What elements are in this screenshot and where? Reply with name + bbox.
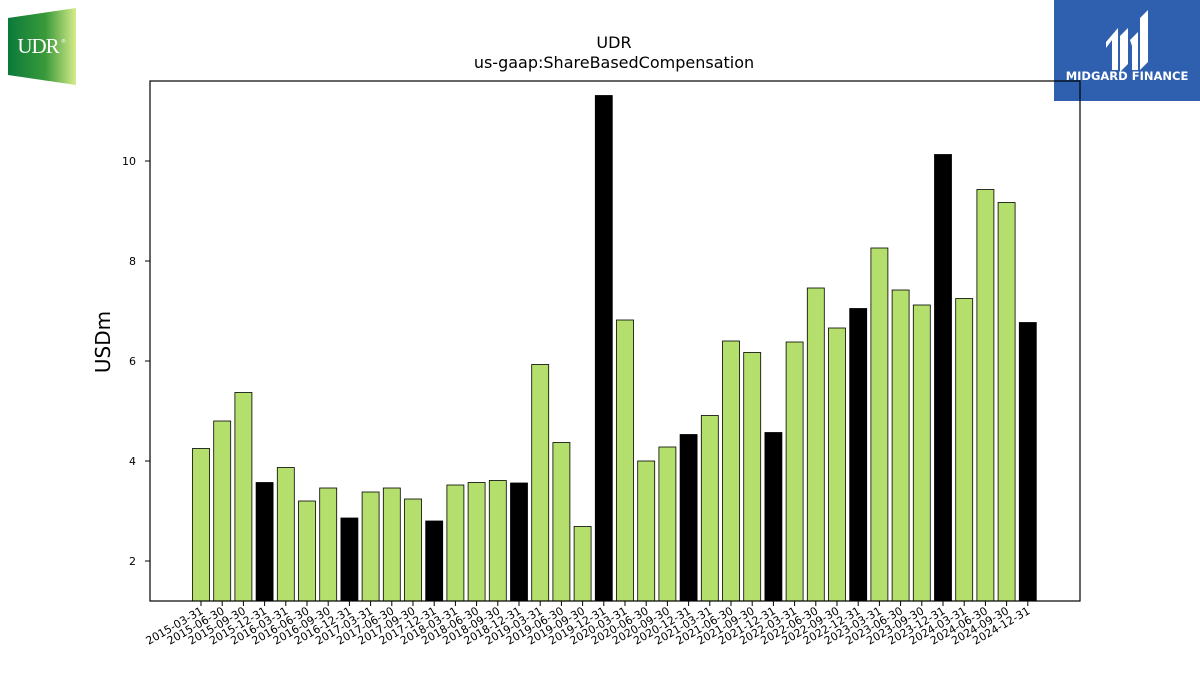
y-tick-label: 6	[129, 355, 136, 368]
chart-subtitle: us-gaap:ShareBasedCompensation	[474, 53, 754, 72]
bar-2019-06-30	[552, 442, 571, 602]
bar-2015-06-30	[213, 420, 232, 602]
bar-2017-09-30	[404, 498, 422, 602]
bar-2018-09-30	[488, 480, 507, 602]
bar-2019-03-31	[531, 364, 550, 602]
bars-group	[192, 95, 1037, 602]
bar-2024-06-30	[976, 189, 995, 602]
bar-2020-09-30	[658, 446, 677, 602]
plot-frame	[149, 80, 1081, 602]
bar-2017-12-31	[425, 520, 444, 602]
bar-2023-06-30	[891, 289, 910, 602]
svg-text:MIDGARD FINANCE: MIDGARD FINANCE	[1066, 69, 1189, 83]
svg-text:®: ®	[61, 38, 66, 45]
bar-2016-03-31	[276, 467, 295, 602]
y-tick-label: 10	[122, 155, 136, 168]
chart-title: UDR	[596, 33, 631, 52]
x-axis: 2015-03-312015-06-302015-09-302015-12-31…	[144, 601, 1032, 648]
bar-2016-12-31	[340, 517, 359, 602]
bar-2018-06-30	[467, 482, 486, 602]
bar-2024-09-30	[997, 202, 1016, 602]
y-axis-label: USDm	[91, 311, 115, 373]
bar-2022-12-31	[849, 308, 868, 602]
y-tick-label: 4	[129, 455, 136, 468]
bar-2021-03-31	[700, 415, 719, 602]
bar-2020-03-31	[616, 319, 634, 602]
bar-2022-03-31	[785, 341, 804, 602]
bar-2024-03-31	[955, 298, 974, 602]
bar-2017-06-30	[382, 487, 401, 602]
bar-2019-12-31	[594, 95, 613, 602]
midgard-finance-logo: MIDGARD FINANCE	[1054, 0, 1200, 101]
bar-2019-09-30	[573, 526, 592, 602]
svg-text:UDR: UDR	[17, 34, 59, 58]
y-tick-label: 2	[129, 555, 136, 568]
bar-2023-12-31	[934, 154, 952, 602]
bar-2021-09-30	[743, 352, 762, 602]
bar-2016-06-30	[298, 500, 316, 602]
y-axis: 2 4 6 8 10	[122, 155, 150, 568]
bar-2023-03-31	[870, 247, 889, 602]
bar-2021-06-30	[722, 340, 740, 602]
bar-2015-03-31	[192, 448, 210, 602]
bar-2016-09-30	[319, 487, 338, 602]
bar-2020-06-30	[637, 460, 656, 602]
y-tick-label: 8	[129, 255, 136, 268]
bar-2022-09-30	[828, 327, 846, 602]
udr-logo: UDR ®	[8, 8, 76, 85]
bar-2023-09-30	[912, 304, 931, 602]
bar-2018-12-31	[510, 482, 528, 602]
bar-2015-09-30	[234, 392, 253, 602]
bar-2015-12-31	[255, 482, 274, 602]
bar-2021-12-31	[764, 432, 783, 602]
bar-2020-12-31	[679, 434, 698, 602]
bar-2017-03-31	[361, 491, 380, 602]
bar-2024-12-31	[1018, 322, 1037, 602]
bar-2018-03-31	[446, 484, 465, 602]
bar-2022-06-30	[806, 287, 825, 602]
